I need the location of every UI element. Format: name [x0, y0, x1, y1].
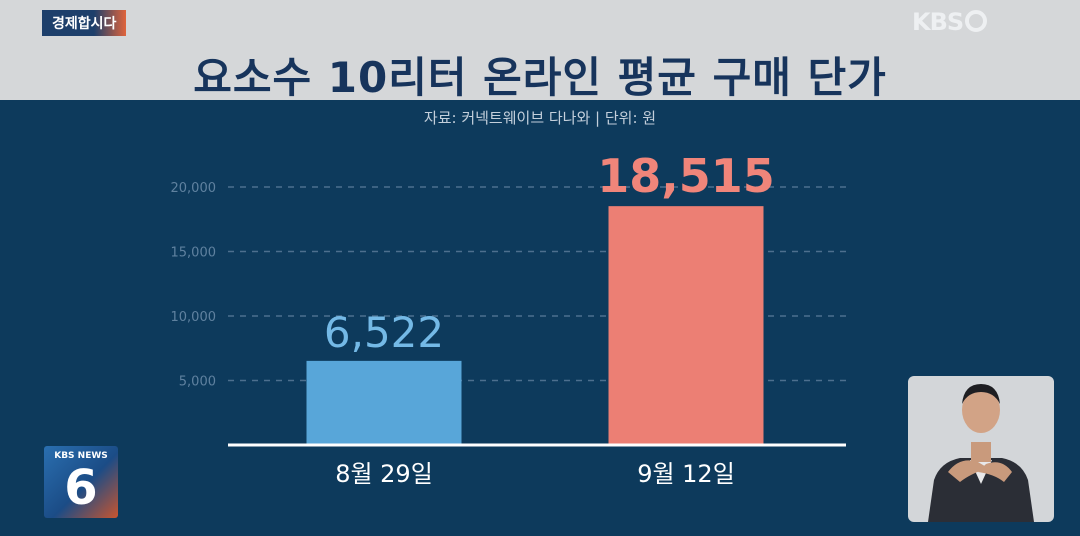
bar-value-label: 6,522 [324, 308, 444, 357]
channel-logo-text: KBS [912, 8, 964, 36]
value-labels: 6,522 18,515 [324, 149, 775, 357]
x-axis-labels: 8월 29일 9월 12일 [335, 460, 735, 488]
section-tag: 경제합시다 [42, 10, 127, 36]
source-line: 자료: 커넥트웨이브 다나와 | 단위: 원 [423, 109, 657, 127]
news-badge-number: 6 [64, 460, 98, 516]
news-badge-label: KBS NEWS [54, 451, 108, 461]
interpreter-figure [928, 384, 1034, 522]
y-tick-label: 5,000 [179, 375, 216, 390]
y-tick-label: 10,000 [171, 310, 217, 325]
channel-logo: KBS [912, 8, 988, 36]
y-tick-label: 15,000 [171, 246, 217, 261]
title-band [0, 0, 1080, 100]
bar [306, 360, 462, 445]
y-tick-label: 20,000 [171, 181, 217, 196]
x-category-label: 9월 12일 [637, 460, 735, 488]
bar-value-label: 18,515 [597, 149, 775, 203]
chart-title: 요소수 10리터 온라인 평균 구매 단가 [193, 53, 887, 102]
channel-number-icon [965, 10, 988, 32]
sign-language-interpreter [908, 376, 1054, 522]
y-axis-ticks: 5,000 10,000 15,000 20,000 [171, 181, 217, 390]
news-badge: KBS NEWS 6 [44, 446, 118, 518]
bars [306, 206, 764, 445]
x-category-label: 8월 29일 [335, 460, 433, 488]
bar [608, 206, 764, 445]
